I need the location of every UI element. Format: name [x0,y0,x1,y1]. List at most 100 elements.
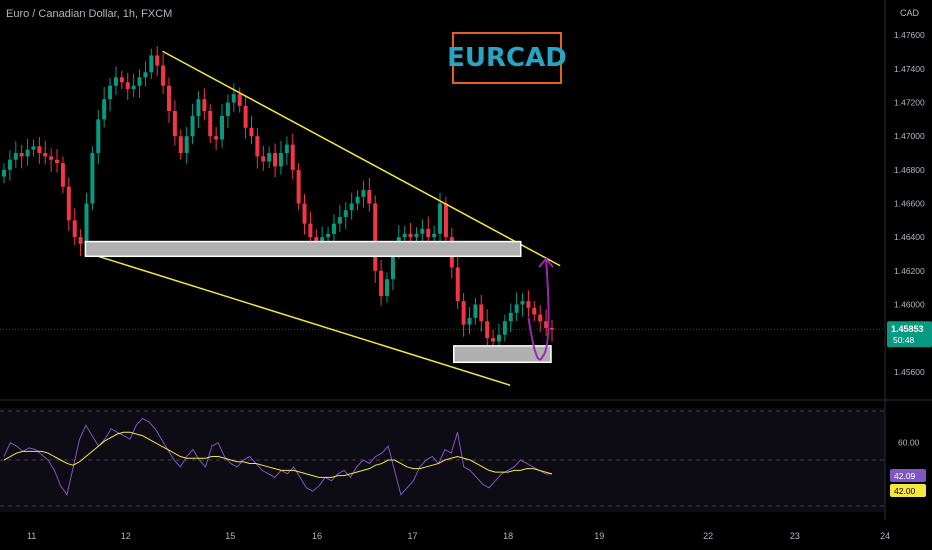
candle-body [326,233,331,238]
candle-body [161,65,166,86]
x-tick-label: 15 [225,531,235,541]
candle-body [237,94,242,106]
candle-body [66,186,71,221]
candle-body [461,301,466,325]
candle-body [90,153,95,204]
candle-body [149,55,154,73]
support-zone-lower [452,345,552,364]
countdown: 50:48 [893,335,915,345]
x-tick-label: 19 [594,531,604,541]
candle-body [296,169,301,204]
candle-body [178,136,183,154]
candle-body [526,301,531,308]
candle-body [438,203,443,234]
candle-body [408,233,413,238]
rsi-ma-tag [890,484,926,497]
candle-body [514,304,519,313]
x-tick-label: 23 [790,531,800,541]
candle-body [337,216,342,224]
candle-body [544,321,549,329]
y-tick-label: 1.45600 [894,367,925,377]
symbol-badge: EURCAD [447,32,567,84]
candle-body [426,228,431,238]
candle-body [385,279,390,297]
candle-body [37,146,42,154]
candle-body [314,237,319,244]
rsi-tag [890,469,926,482]
candle-body [379,270,384,297]
y-tick-label: 1.46400 [894,232,925,242]
candle-body [278,153,283,167]
candle-body [455,267,460,302]
x-tick-label: 24 [880,531,890,541]
candle-body [443,203,448,238]
projection-arrow [527,258,550,361]
candle-body [479,304,484,322]
candle-body [208,110,213,137]
candle-body [243,105,248,128]
candle-body [225,102,230,117]
candle-body [55,159,60,164]
y-tick-label: 1.46600 [894,199,925,209]
candle-body [273,153,278,167]
candle-body [414,233,419,238]
candle-body [49,156,54,160]
candle-body [373,203,378,271]
rsi-tick: 60.00 [898,438,920,448]
rsi-ma-line [3,431,553,478]
candle-body [119,77,124,83]
y-tick-label: 1.46000 [894,299,925,309]
candle-body [302,203,307,224]
last-price-value: 1.45853 [891,324,924,334]
candle-body [538,314,543,322]
candle-body [349,203,354,211]
rsi-ma-tag-value: 42.00 [894,486,916,496]
candle-body [102,99,107,120]
candle-body [84,203,89,244]
candle-body [331,223,336,234]
candle-body [249,127,254,137]
trendline-upper [162,50,561,267]
candle-body [290,144,295,170]
candle-body [255,136,260,157]
price-axis: CAD 1.47600 1.47400 1.47200 1.47000 1.46800 1.… [884,0,932,520]
candle-body [491,338,496,342]
price-pane [0,46,932,401]
candle-body [131,85,136,90]
rsi-tag-value: 42.09 [894,471,916,481]
candle-body [13,153,18,160]
candle-body [202,99,207,111]
candle-body [166,85,171,111]
candle-body [367,190,372,204]
candle-body [473,304,478,318]
candle-body [267,153,272,162]
candle-body [43,153,48,157]
candle-body [231,94,236,103]
candle-body [402,233,407,238]
candle-body [508,312,513,322]
candle-body [532,307,537,315]
candle-body [196,99,201,117]
candle-body [108,85,113,100]
candle-body [467,317,472,325]
y-tick-label: 1.47400 [894,64,925,74]
chart-title: Euro / Canadian Dollar, 1h, FXCM [6,8,173,20]
y-tick-label: 1.47200 [894,98,925,108]
x-tick-label: 17 [408,531,418,541]
x-tick-label: 18 [503,531,513,541]
candle-body [432,233,437,238]
arrow-head [538,257,554,268]
candle-body [7,159,12,170]
x-tick-label: 12 [121,531,131,541]
y-tick-label: 1.47000 [894,131,925,141]
candle-body [343,210,348,217]
candle-body [72,220,77,238]
candle-body [172,110,177,137]
x-tick-label: 16 [312,531,322,541]
candle-body [31,146,36,150]
candle-body [214,136,219,140]
last-price-tag [887,321,932,348]
candle-body [355,196,360,204]
rsi-line [3,417,552,496]
